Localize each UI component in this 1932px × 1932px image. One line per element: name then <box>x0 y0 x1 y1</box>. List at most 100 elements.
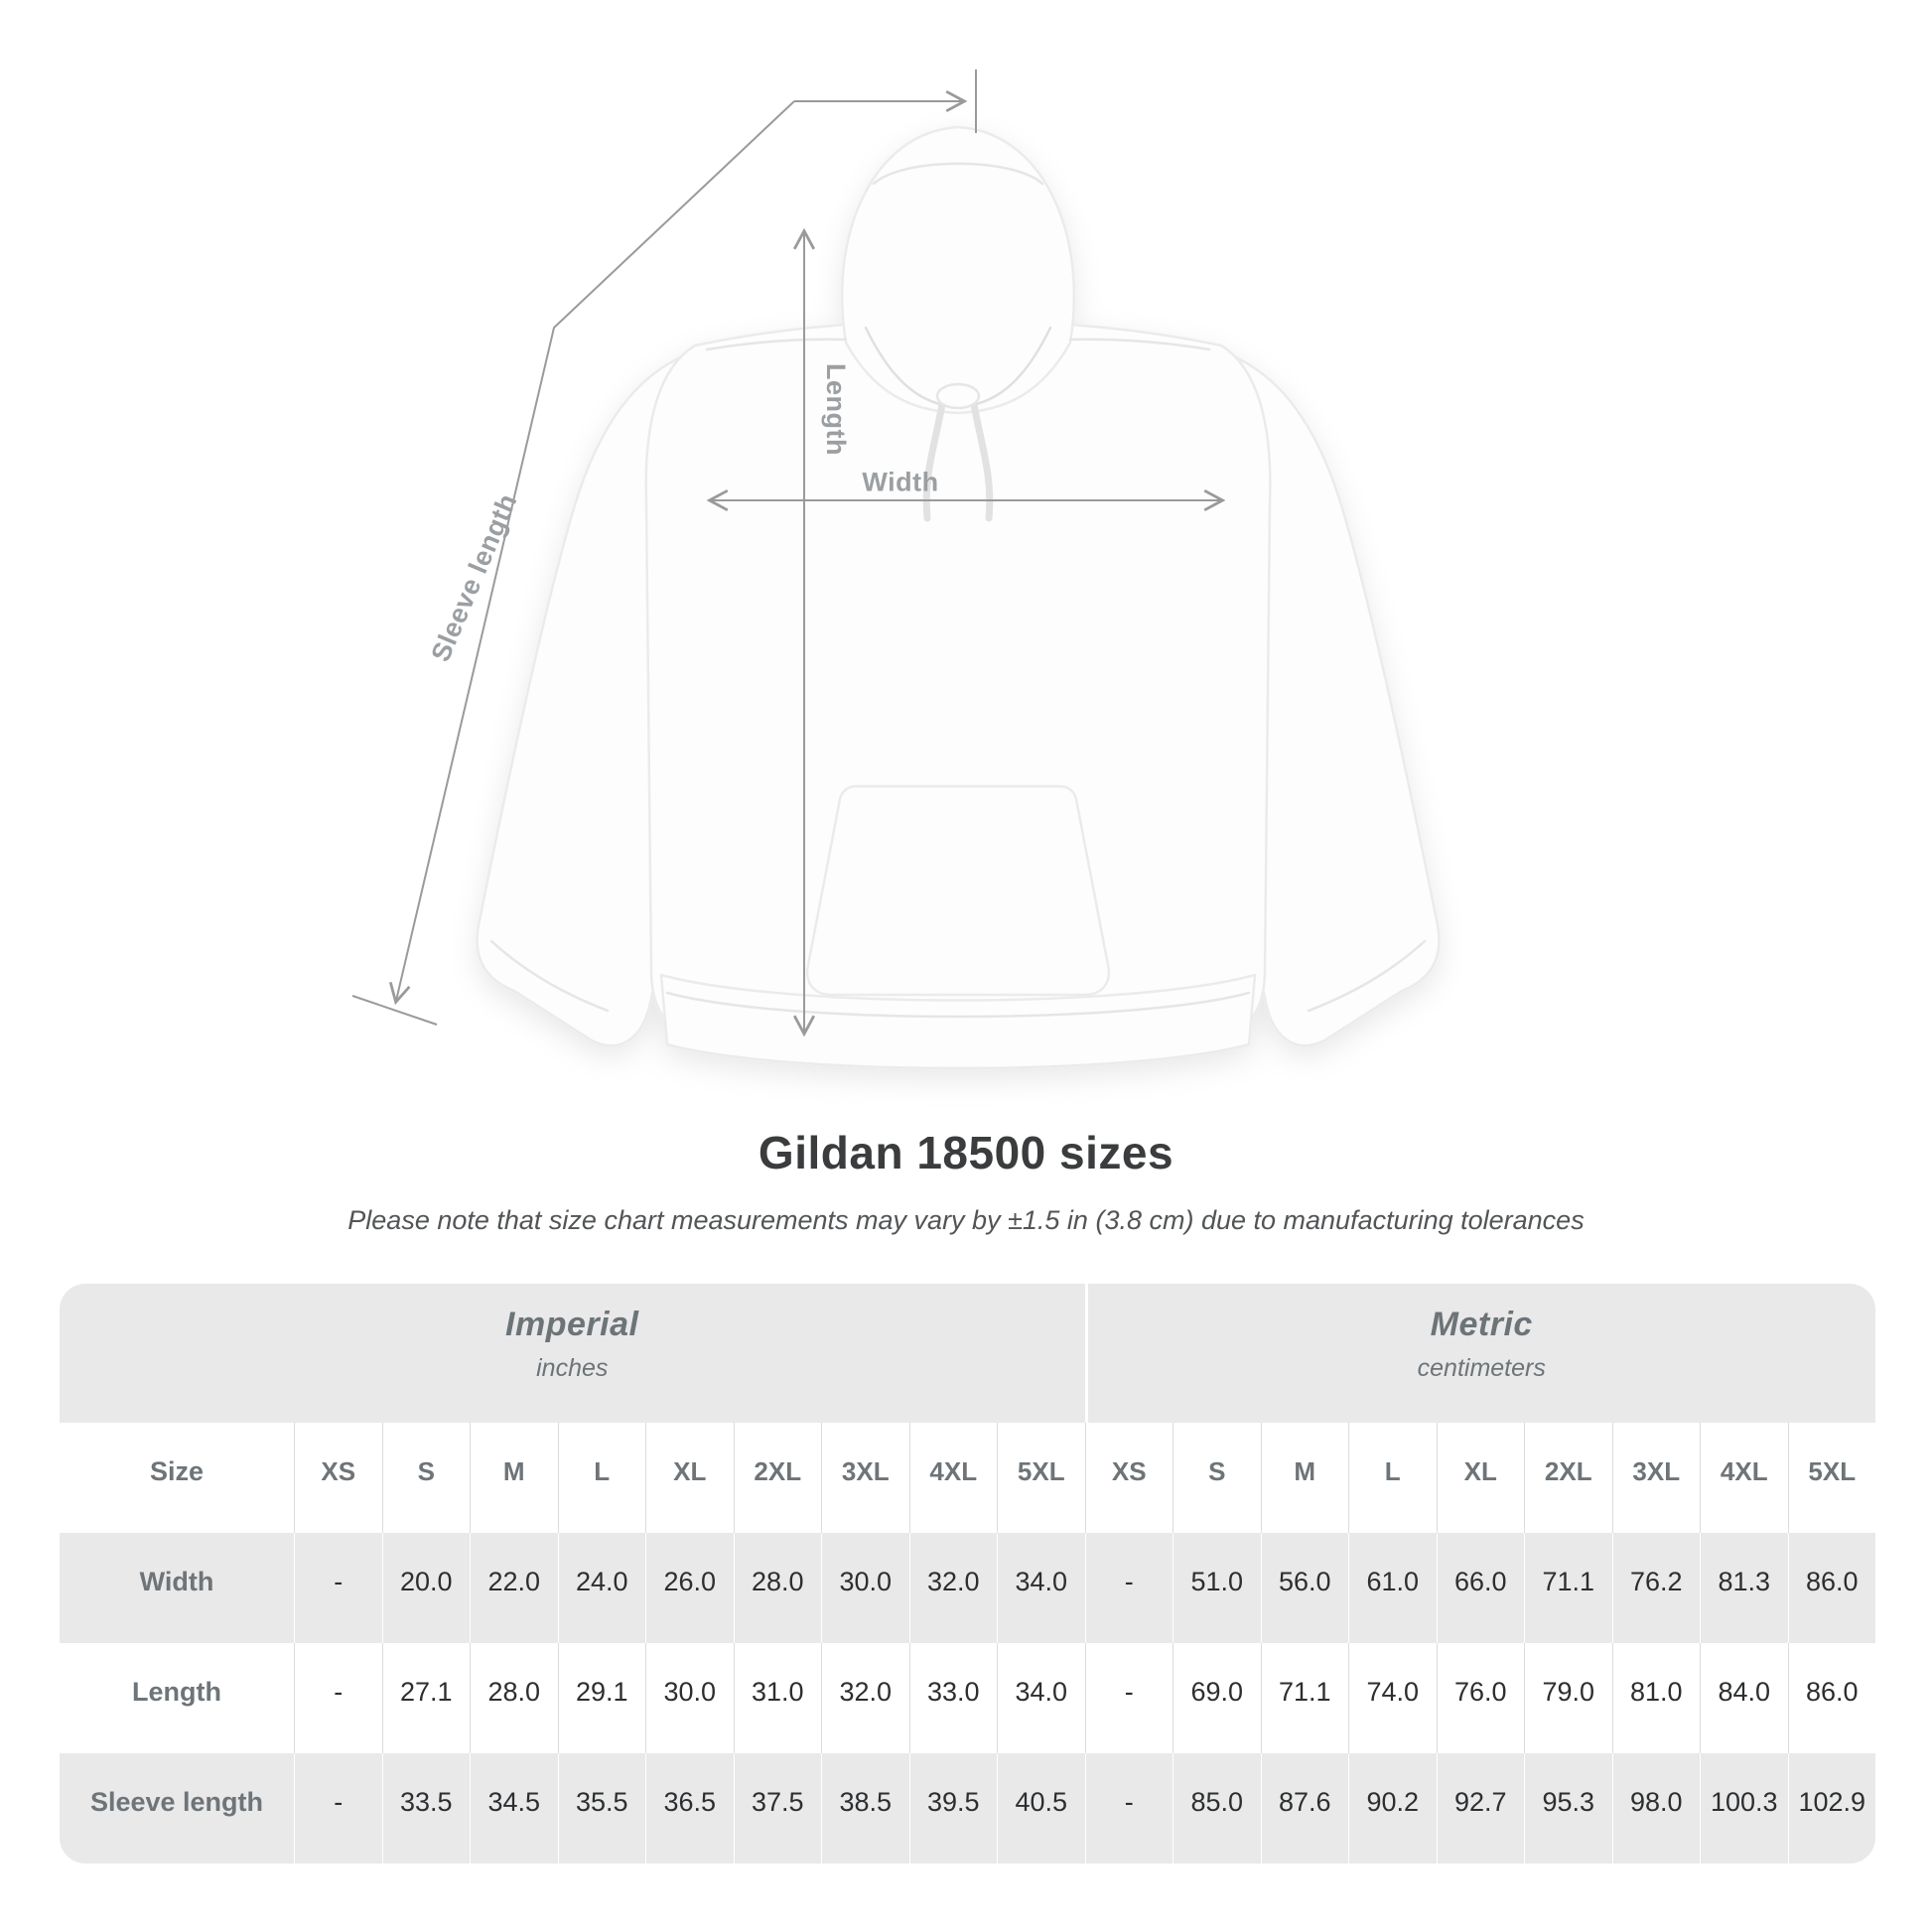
metric-value-cell: - <box>1084 1643 1173 1753</box>
size-table: Imperial inches Metric centimeters Size X… <box>60 1284 1875 1863</box>
imperial-value-cell: 37.5 <box>733 1753 822 1863</box>
size-column-header: 3XL <box>1611 1423 1701 1533</box>
imperial-value-cell: 20.0 <box>381 1533 471 1643</box>
hoodie-details <box>489 162 1427 1019</box>
hood-shape <box>840 125 1076 415</box>
size-column-header: L <box>557 1423 646 1533</box>
metric-header: Metric centimeters <box>1084 1284 1875 1423</box>
size-column-header: 5XL <box>997 1423 1085 1533</box>
unit-header-band: Imperial inches Metric centimeters <box>60 1284 1875 1423</box>
metric-value-cell: 69.0 <box>1173 1643 1261 1753</box>
table-row: Width -20.0 22.0 24.0 26.0 28.0 30.0 32.0 34.0-5… <box>60 1533 1875 1643</box>
pocket-shape <box>805 784 1111 997</box>
metric-value-cell: 56.0 <box>1260 1533 1349 1643</box>
metric-value-cell: 79.0 <box>1524 1643 1612 1753</box>
metric-value-cell: - <box>1084 1753 1173 1863</box>
width-measure-label: Width <box>862 467 939 497</box>
sleeve-length-line <box>396 100 795 1001</box>
metric-value-cell: 81.0 <box>1611 1643 1701 1753</box>
metric-title: Metric <box>1430 1306 1533 1343</box>
drawstring-knot <box>935 382 981 410</box>
size-column-header: XL <box>645 1423 734 1533</box>
metric-value-cell: - <box>1084 1533 1173 1643</box>
imperial-value-cell: 40.5 <box>997 1753 1085 1863</box>
imperial-header: Imperial inches <box>60 1284 1085 1423</box>
size-column-header: XS <box>294 1423 382 1533</box>
metric-value-cell: 66.0 <box>1436 1533 1525 1643</box>
imperial-value-cell: 33.0 <box>908 1643 998 1753</box>
imperial-value-cell: - <box>294 1533 382 1643</box>
imperial-unit: inches <box>536 1354 609 1382</box>
row-label: Length <box>132 1677 221 1707</box>
imperial-value-cell: 32.0 <box>821 1643 909 1753</box>
imperial-value-cell: - <box>294 1643 382 1753</box>
imperial-value-cell: 39.5 <box>908 1753 998 1863</box>
size-header-row: Size XS S M L XL 2XL 3XL 4XL 5XL XS S M L XL 2XL 3XL 4XL 5… <box>60 1423 1875 1533</box>
metric-value-cell: 95.3 <box>1524 1753 1612 1863</box>
size-column-header: S <box>1173 1423 1261 1533</box>
size-column-header: XL <box>1436 1423 1525 1533</box>
size-corner-label: Size <box>149 1456 205 1486</box>
imperial-value-cell: 38.5 <box>821 1753 909 1863</box>
metric-value-cell: 86.0 <box>1787 1533 1876 1643</box>
metric-value-cell: 61.0 <box>1348 1533 1437 1643</box>
imperial-value-cell: 31.0 <box>733 1643 822 1753</box>
size-column-header: 2XL <box>1524 1423 1612 1533</box>
table-row: Sleeve length -33.5 34.5 35.5 36.5 37.5 38.5 39… <box>60 1753 1875 1863</box>
imperial-value-cell: 22.0 <box>470 1533 558 1643</box>
imperial-value-cell: 34.0 <box>997 1643 1085 1753</box>
imperial-value-cell: 24.0 <box>557 1533 646 1643</box>
size-column-header: 2XL <box>733 1423 822 1533</box>
imperial-value-cell: 29.1 <box>557 1643 646 1753</box>
metric-unit: centimeters <box>1417 1354 1546 1382</box>
hoodie-illustration <box>476 125 1441 1070</box>
imperial-title: Imperial <box>505 1306 639 1343</box>
metric-value-cell: 87.6 <box>1260 1753 1349 1863</box>
imperial-value-cell: 30.0 <box>821 1533 909 1643</box>
imperial-value-cell: 32.0 <box>908 1533 998 1643</box>
imperial-value-cell: 26.0 <box>645 1533 734 1643</box>
imperial-value-cell: 35.5 <box>557 1753 646 1863</box>
imperial-value-cell: 27.1 <box>381 1643 471 1753</box>
metric-value-cell: 76.2 <box>1611 1533 1701 1643</box>
metric-value-cell: 51.0 <box>1173 1533 1261 1643</box>
size-column-header: 3XL <box>821 1423 909 1533</box>
metric-value-cell: 84.0 <box>1700 1643 1788 1753</box>
metric-value-cell: 85.0 <box>1173 1753 1261 1863</box>
metric-value-cell: 74.0 <box>1348 1643 1437 1753</box>
metric-value-cell: 71.1 <box>1524 1533 1612 1643</box>
metric-value-cell: 76.0 <box>1436 1643 1525 1753</box>
length-measure-label: Length <box>821 363 851 456</box>
metric-value-cell: 100.3 <box>1700 1753 1788 1863</box>
size-column-header: L <box>1348 1423 1437 1533</box>
imperial-value-cell: 34.5 <box>470 1753 558 1863</box>
metric-value-cell: 81.3 <box>1700 1533 1788 1643</box>
size-column-header: 5XL <box>1787 1423 1876 1533</box>
size-column-header: 4XL <box>1700 1423 1788 1533</box>
tolerance-note: Please note that size chart measurements… <box>347 1205 1585 1235</box>
imperial-value-cell: - <box>294 1753 382 1863</box>
sleeve-bottom-tick <box>351 995 438 1026</box>
imperial-value-cell: 36.5 <box>645 1753 734 1863</box>
page-title: Gildan 18500 sizes <box>758 1127 1174 1178</box>
imperial-value-cell: 34.0 <box>997 1533 1085 1643</box>
hoodie-diagram <box>351 69 1441 1070</box>
imperial-value-cell: 30.0 <box>645 1643 734 1753</box>
imperial-value-cell: 28.0 <box>733 1533 822 1643</box>
metric-value-cell: 102.9 <box>1787 1753 1876 1863</box>
metric-value-cell: 71.1 <box>1260 1643 1349 1753</box>
imperial-value-cell: 33.5 <box>381 1753 471 1863</box>
metric-value-cell: 86.0 <box>1787 1643 1876 1753</box>
row-label: Width <box>139 1567 214 1596</box>
size-column-header: M <box>470 1423 558 1533</box>
size-column-header: S <box>381 1423 471 1533</box>
size-column-header: 4XL <box>908 1423 998 1533</box>
measurement-lines <box>351 69 1221 1033</box>
size-column-header: M <box>1260 1423 1349 1533</box>
row-label: Sleeve length <box>89 1787 264 1817</box>
size-column-header: XS <box>1084 1423 1173 1533</box>
metric-value-cell: 92.7 <box>1436 1753 1525 1863</box>
metric-value-cell: 98.0 <box>1611 1753 1701 1863</box>
metric-value-cell: 90.2 <box>1348 1753 1437 1863</box>
